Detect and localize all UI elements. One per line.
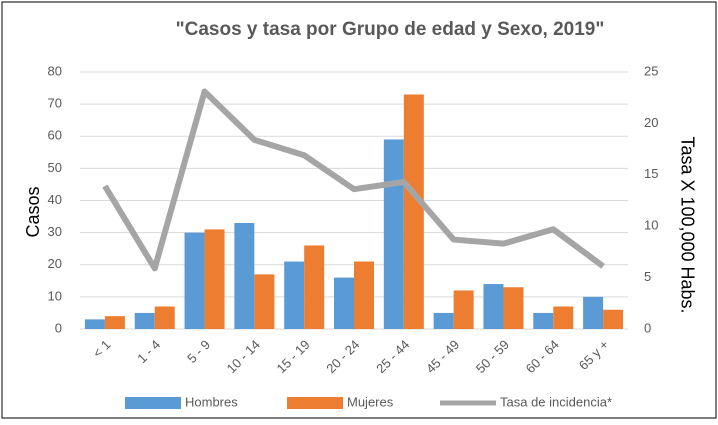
bar <box>84 319 105 329</box>
y-tick-label: 0 <box>55 320 62 335</box>
y2-tick-label: 15 <box>644 166 658 181</box>
chart-title: "Casos y tasa por Grupo de edad y Sexo, … <box>176 19 605 40</box>
legend-swatch <box>125 397 181 409</box>
bar <box>184 232 205 329</box>
y-tick-label: 40 <box>48 192 62 207</box>
y-tick-label: 30 <box>48 224 62 239</box>
y2-tick-label: 10 <box>644 218 658 233</box>
bar <box>603 309 624 329</box>
legend-swatch <box>287 397 343 409</box>
line-series <box>102 88 605 272</box>
y-tick-label: 50 <box>48 160 62 175</box>
legend-label: Tasa de incidencia* <box>500 394 612 409</box>
y2-tick-label: 25 <box>644 63 658 78</box>
bar <box>134 312 155 329</box>
bar <box>304 245 325 329</box>
legend-label: Hombres <box>185 394 238 409</box>
bar <box>104 316 125 329</box>
bar <box>383 139 404 329</box>
bar <box>403 94 424 329</box>
bar <box>503 287 524 329</box>
y-tick-label: 10 <box>48 288 62 303</box>
y-tick-label: 20 <box>48 256 62 271</box>
bar <box>284 261 305 329</box>
bar <box>533 312 554 329</box>
y-axis-title: Casos <box>23 186 43 237</box>
y2-tick-label: 20 <box>644 115 658 130</box>
y2-tick-label: 0 <box>644 320 651 335</box>
y-tick-label: 80 <box>48 63 62 78</box>
bar <box>154 306 175 329</box>
y2-axis-title: Tasa X 100,000 Habs. <box>677 136 697 313</box>
bar <box>483 284 504 329</box>
bar <box>204 229 225 329</box>
legend-label: Mujeres <box>347 394 394 409</box>
bar <box>453 290 474 329</box>
y-tick-label: 60 <box>48 128 62 143</box>
bar <box>433 312 454 329</box>
y-tick-label: 70 <box>48 96 62 111</box>
bar <box>334 277 354 329</box>
bar <box>254 274 275 329</box>
bar <box>354 261 374 329</box>
y2-tick-label: 5 <box>644 269 651 284</box>
bar <box>583 296 604 329</box>
bar <box>553 306 574 329</box>
bar <box>234 222 255 329</box>
